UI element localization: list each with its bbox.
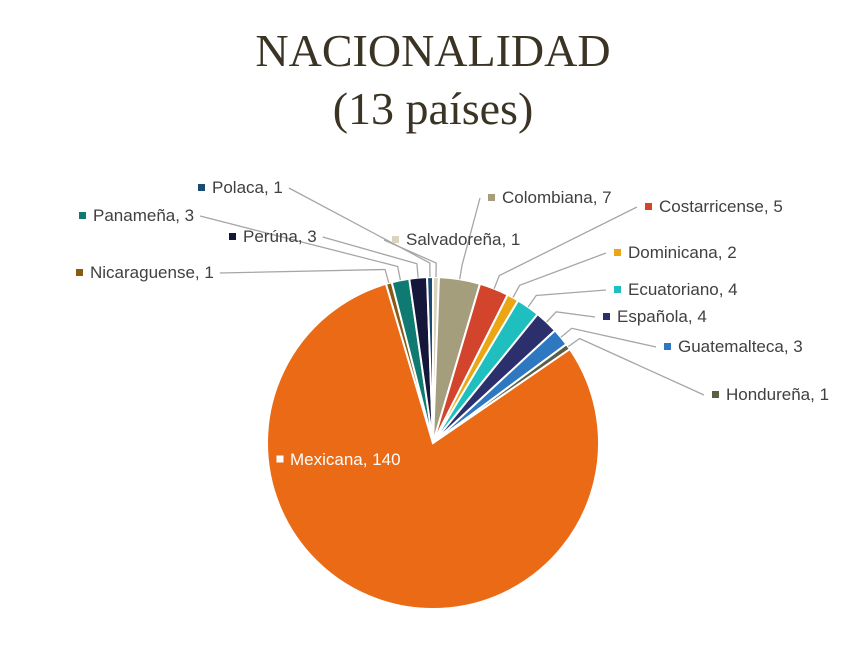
data-label-nicaraguense: Nicaraguense, 1 <box>90 263 214 282</box>
chart-title-line-2: (13 países) <box>333 83 534 134</box>
label-key-mexicana <box>273 452 287 466</box>
label-key-ecuatoriano <box>614 286 621 293</box>
data-label-ecuatoriano: Ecuatoriano, 4 <box>628 280 738 299</box>
data-label-hondureña: Hondureña, 1 <box>726 385 829 404</box>
data-label-mexicana: Mexicana, 140 <box>290 450 401 469</box>
chart-title-line-1: NACIONALIDAD <box>255 25 610 76</box>
pie-slice-polaca <box>426 275 434 444</box>
label-key-costarricense <box>645 203 652 210</box>
pie-slices <box>266 275 600 610</box>
leader-line-polaca <box>288 187 431 278</box>
label-key-polaca <box>198 184 205 191</box>
label-key-panameña <box>79 212 86 219</box>
label-key-española <box>603 313 610 320</box>
leader-line-dominicana <box>512 252 607 298</box>
data-label-española: Española, 4 <box>617 307 707 326</box>
leader-line-guatemalteca <box>560 327 657 348</box>
leader-line-colombiana <box>459 197 481 280</box>
leader-line-costarricense <box>493 206 638 289</box>
leader-line-ecuatoriano <box>527 289 607 308</box>
leader-line-nicaraguense <box>219 268 390 284</box>
leader-line-perúna <box>322 236 419 278</box>
label-key-salvadoreña <box>392 236 399 243</box>
label-key-dominicana <box>614 249 621 256</box>
label-key-nicaraguense <box>76 269 83 276</box>
data-label-perúna: Perúna, 3 <box>243 227 317 246</box>
label-key-guatemalteca <box>664 343 671 350</box>
leader-line-española <box>546 311 596 323</box>
leader-line-panameña <box>199 215 402 281</box>
leader-line-hondureña <box>567 337 705 396</box>
data-labels: Salvadoreña, 1 Colombiana, 7 Costarricense… <box>76 178 829 469</box>
data-label-salvadoreña: Salvadoreña, 1 <box>406 230 520 249</box>
label-key-hondureña <box>712 391 719 398</box>
data-label-panameña: Panameña, 3 <box>93 206 194 225</box>
data-label-guatemalteca: Guatemalteca, 3 <box>678 337 803 356</box>
pie-slice-mexicana <box>266 282 600 610</box>
leader-lines <box>199 187 705 396</box>
label-key-colombiana <box>488 194 495 201</box>
data-label-colombiana: Colombiana, 7 <box>502 188 612 207</box>
data-label-polaca: Polaca, 1 <box>212 178 283 197</box>
data-label-dominicana: Dominicana, 2 <box>628 243 737 262</box>
label-key-perúna <box>229 233 236 240</box>
data-label-costarricense: Costarricense, 5 <box>659 197 783 216</box>
